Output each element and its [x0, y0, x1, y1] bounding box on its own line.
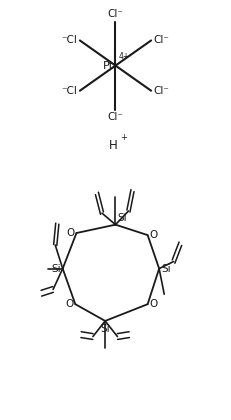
Text: Si: Si	[161, 264, 170, 273]
Text: ⁻Cl: ⁻Cl	[61, 86, 77, 96]
Text: Cl⁻: Cl⁻	[154, 35, 170, 45]
Text: Cl⁻: Cl⁻	[154, 86, 170, 96]
Text: Cl⁻: Cl⁻	[108, 9, 123, 19]
Text: 4+: 4+	[118, 52, 130, 60]
Text: ⁻Cl: ⁻Cl	[61, 35, 77, 45]
Text: O: O	[67, 228, 75, 238]
Text: Si: Si	[100, 324, 110, 334]
Text: O: O	[149, 299, 158, 309]
Text: O: O	[65, 299, 74, 309]
Text: H: H	[109, 139, 118, 152]
Text: Si: Si	[117, 213, 127, 223]
Text: +: +	[121, 133, 128, 142]
Text: O: O	[149, 230, 158, 240]
Text: Cl⁻: Cl⁻	[108, 113, 123, 123]
Text: Pt: Pt	[103, 60, 114, 71]
Text: Si: Si	[51, 264, 61, 273]
